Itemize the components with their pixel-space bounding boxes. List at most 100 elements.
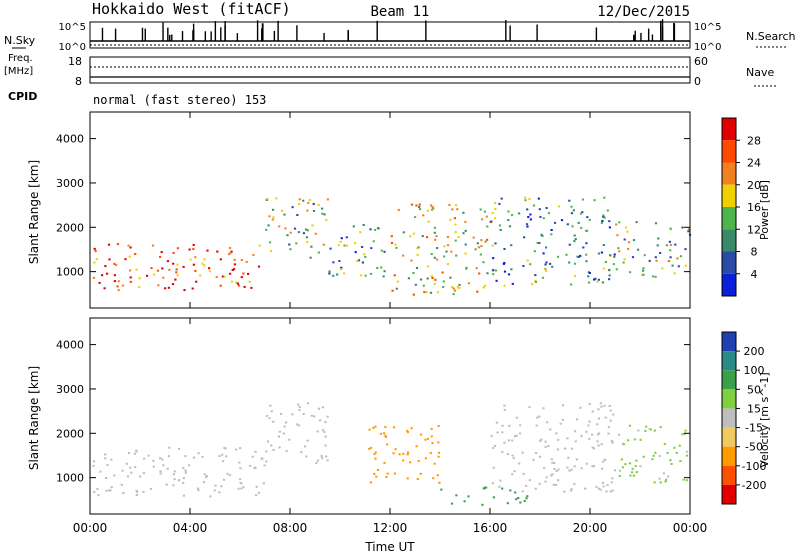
heatmap-cell — [284, 227, 287, 230]
heatmap-cell — [588, 218, 591, 221]
heatmap-cell — [197, 452, 200, 455]
heatmap-cell — [535, 424, 538, 427]
heatmap-cell — [591, 433, 594, 436]
heatmap-cell — [499, 229, 502, 231]
heatmap-cell — [573, 482, 576, 485]
heatmap-cell — [464, 220, 467, 223]
heatmap-cell — [383, 250, 386, 253]
heatmap-cell — [513, 435, 516, 438]
heatmap-cell — [534, 487, 537, 490]
heatmap-cell — [127, 244, 130, 247]
heatmap-cell — [343, 272, 346, 275]
heatmap-cell — [315, 462, 318, 464]
heatmap-cell — [156, 269, 160, 272]
heatmap-cell — [521, 451, 524, 454]
heatmap-cell — [313, 415, 316, 418]
heatmap-cell — [577, 221, 580, 224]
heatmap-cell — [538, 415, 541, 418]
heatmap-cell — [257, 491, 260, 494]
heatmap-cell — [671, 264, 674, 267]
colorbar-swatch — [722, 408, 736, 428]
heatmap-cell — [585, 462, 588, 465]
heatmap-cell — [603, 404, 606, 407]
heatmap-cell — [302, 199, 305, 202]
heatmap-cell — [161, 267, 164, 270]
heatmap-cell — [651, 458, 654, 461]
heatmap-cell — [223, 275, 226, 278]
heatmap-cell — [415, 445, 418, 448]
heatmap-cell — [379, 432, 382, 435]
colorbar-tick-label: 50 — [747, 383, 761, 396]
heatmap-cell — [607, 432, 610, 435]
heatmap-cell — [437, 441, 440, 444]
heatmap-cell — [269, 404, 272, 407]
heatmap-cell — [386, 472, 389, 475]
heatmap-cell — [138, 475, 142, 478]
heatmap-cell — [443, 245, 446, 248]
heatmap-cell — [503, 248, 506, 250]
heatmap-cell — [426, 209, 429, 212]
heatmap-cell — [221, 460, 225, 463]
heatmap-cell — [620, 458, 623, 461]
heatmap-cell — [168, 446, 171, 449]
heatmap-cell — [521, 490, 524, 493]
heatmap-cell — [101, 274, 104, 277]
heatmap-cell — [599, 488, 602, 491]
heatmap-cell — [608, 220, 611, 223]
heatmap-cell — [631, 256, 635, 259]
heatmap-cell — [268, 417, 271, 420]
heatmap-cell — [665, 244, 668, 247]
heatmap-cell — [557, 468, 560, 471]
heatmap-cell — [648, 259, 651, 262]
heatmap-cell — [565, 253, 568, 256]
heatmap-cell — [357, 259, 361, 262]
heatmap-cell — [550, 233, 553, 236]
heatmap-cell — [494, 269, 498, 272]
heatmap-cell — [272, 208, 275, 211]
heatmap-cell — [452, 293, 455, 296]
heatmap-cell — [525, 497, 528, 500]
heatmap-cell — [199, 274, 202, 277]
heatmap-cell — [325, 455, 328, 458]
heatmap-cell — [152, 465, 155, 468]
heatmap-cell — [345, 244, 349, 247]
noise-tick-right-bottom: 10^0 — [694, 42, 721, 53]
heatmap-cell — [364, 274, 367, 277]
heatmap-cell — [511, 214, 514, 217]
heatmap-cell — [395, 287, 398, 290]
heatmap-cell — [297, 231, 300, 234]
heatmap-cell — [463, 500, 466, 503]
heatmap-cell — [538, 208, 541, 211]
heatmap-cell — [637, 429, 640, 432]
heatmap-cell — [205, 475, 208, 478]
x-tick-label: 08:00 — [273, 521, 308, 535]
heatmap-cell — [398, 453, 401, 456]
heatmap-cell — [533, 250, 536, 253]
heatmap-cell — [668, 259, 671, 262]
heatmap-cell — [604, 416, 607, 419]
heatmap-cell — [570, 468, 573, 471]
heatmap-cell — [392, 452, 395, 455]
heatmap-cell — [436, 291, 439, 294]
heatmap-cell — [656, 244, 659, 247]
heatmap-cell — [529, 263, 532, 266]
heatmap-cell — [429, 291, 433, 294]
heatmap-cell — [585, 260, 588, 263]
heatmap-cell — [206, 249, 209, 252]
heatmap-cell — [227, 253, 231, 256]
heatmap-cell — [124, 258, 127, 261]
heatmap-cell — [549, 262, 552, 265]
heatmap-cell — [393, 274, 396, 277]
heatmap-cell — [566, 223, 569, 226]
heatmap-cell — [129, 269, 132, 272]
heatmap-cell — [394, 448, 397, 451]
heatmap-cell — [596, 440, 599, 443]
heatmap-cell — [591, 410, 594, 413]
heatmap-cell — [580, 226, 583, 229]
x-tick-label: 12:00 — [373, 521, 408, 535]
heatmap-cell — [687, 230, 690, 233]
heatmap-cell — [120, 483, 123, 486]
heatmap-cell — [203, 258, 206, 261]
heatmap-cell — [538, 482, 541, 485]
heatmap-cell — [106, 272, 109, 275]
